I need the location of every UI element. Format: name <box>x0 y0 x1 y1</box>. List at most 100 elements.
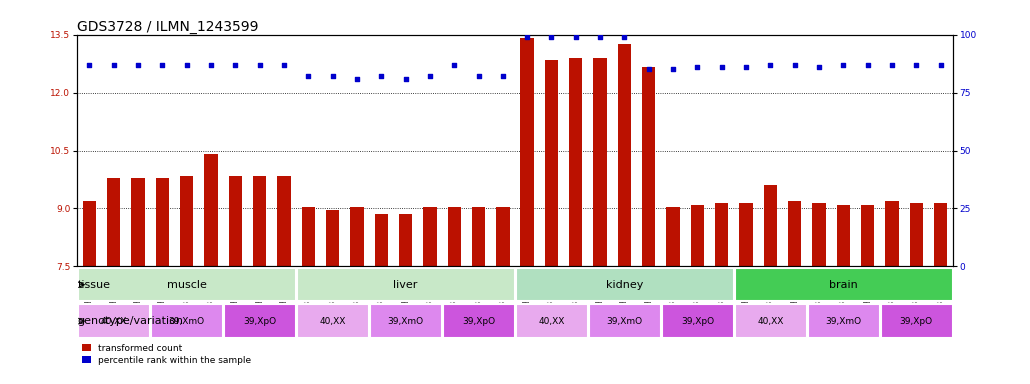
Text: 39,XmO: 39,XmO <box>825 317 861 326</box>
Bar <box>298 268 515 301</box>
Bar <box>735 268 953 301</box>
Bar <box>225 305 297 338</box>
Bar <box>836 205 850 266</box>
Bar <box>78 305 150 338</box>
Bar <box>861 205 874 266</box>
Bar <box>691 205 705 266</box>
Point <box>398 76 414 82</box>
Text: 39,XpO: 39,XpO <box>900 317 933 326</box>
Bar <box>618 44 631 266</box>
Bar <box>204 154 217 266</box>
Bar <box>229 175 242 266</box>
Text: kidney: kidney <box>606 280 643 290</box>
Bar <box>788 201 801 266</box>
Point <box>421 73 438 79</box>
Text: GDS3728 / ILMN_1243599: GDS3728 / ILMN_1243599 <box>77 20 259 33</box>
Text: 39,XpO: 39,XpO <box>243 317 276 326</box>
Bar <box>593 58 607 266</box>
Bar <box>253 175 267 266</box>
Bar <box>423 207 437 266</box>
Bar <box>350 207 364 266</box>
Bar <box>78 268 297 301</box>
Bar <box>277 175 290 266</box>
Text: liver: liver <box>393 280 418 290</box>
Text: 40,XX: 40,XX <box>319 317 346 326</box>
Point <box>568 34 584 40</box>
Point <box>178 62 195 68</box>
Point <box>616 34 632 40</box>
Point <box>908 62 925 68</box>
Point <box>664 66 681 73</box>
Bar <box>375 214 388 266</box>
Text: 39,XpO: 39,XpO <box>462 317 495 326</box>
Bar <box>545 60 558 266</box>
Bar <box>516 268 733 301</box>
Bar <box>180 175 194 266</box>
Bar <box>82 201 96 266</box>
Bar <box>885 201 898 266</box>
Point <box>105 62 122 68</box>
Bar <box>325 210 339 266</box>
Point <box>932 62 949 68</box>
Point <box>81 62 98 68</box>
Point <box>300 73 316 79</box>
Bar <box>516 305 588 338</box>
Point <box>324 73 341 79</box>
Point <box>227 62 243 68</box>
Text: tissue: tissue <box>77 280 111 290</box>
Point <box>592 34 609 40</box>
Point <box>446 62 462 68</box>
Point <box>762 62 779 68</box>
Point <box>835 62 852 68</box>
Bar <box>399 214 412 266</box>
Legend: transformed count, percentile rank within the sample: transformed count, percentile rank withi… <box>81 344 251 364</box>
Bar <box>496 207 510 266</box>
Bar <box>642 68 655 266</box>
Point <box>689 64 706 70</box>
Bar <box>151 305 224 338</box>
Point <box>373 73 389 79</box>
Point <box>349 76 366 82</box>
Bar <box>813 203 826 266</box>
Text: 40,XX: 40,XX <box>539 317 564 326</box>
Text: 40,XX: 40,XX <box>101 317 127 326</box>
Text: 39,XpO: 39,XpO <box>681 317 714 326</box>
Point <box>251 62 268 68</box>
Bar <box>472 207 485 266</box>
Bar <box>809 305 880 338</box>
Point <box>787 62 803 68</box>
Point <box>494 73 511 79</box>
Bar <box>735 305 806 338</box>
Bar <box>740 203 753 266</box>
Point <box>641 66 657 73</box>
Text: muscle: muscle <box>167 280 207 290</box>
Bar <box>909 203 923 266</box>
Bar <box>715 203 728 266</box>
Point <box>859 62 876 68</box>
Bar <box>589 305 661 338</box>
Bar <box>302 207 315 266</box>
Text: genotype/variation: genotype/variation <box>77 316 183 326</box>
Point <box>154 62 171 68</box>
Text: 39,XmO: 39,XmO <box>607 317 643 326</box>
Bar <box>662 305 733 338</box>
Point <box>714 64 730 70</box>
Point <box>130 62 146 68</box>
Bar <box>156 177 169 266</box>
Point <box>276 62 293 68</box>
Point <box>737 64 754 70</box>
Text: brain: brain <box>829 280 858 290</box>
Bar <box>107 177 121 266</box>
Point <box>884 62 900 68</box>
Bar <box>934 203 948 266</box>
Bar <box>763 185 777 266</box>
Text: 39,XmO: 39,XmO <box>169 317 205 326</box>
Point <box>519 34 536 40</box>
Bar <box>881 305 953 338</box>
Point <box>543 34 559 40</box>
Bar <box>447 207 460 266</box>
Bar <box>570 58 583 266</box>
Bar <box>298 305 369 338</box>
Text: 39,XmO: 39,XmO <box>387 317 423 326</box>
Point <box>471 73 487 79</box>
